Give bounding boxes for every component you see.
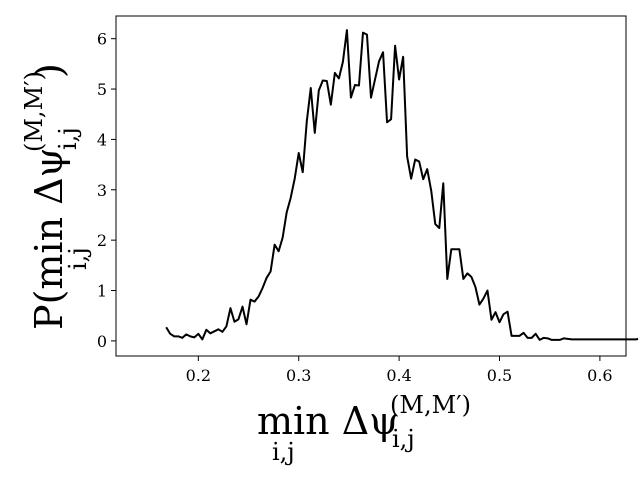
- x-axis-label-superscript: (M,M′): [390, 391, 471, 419]
- x-tick-label: 0.6: [587, 366, 612, 385]
- y-tick-label: 1: [97, 282, 107, 301]
- y-axis-label-min-subscript: i,j: [64, 247, 92, 270]
- y-tick-label: 4: [97, 130, 107, 149]
- y-tick-label: 2: [97, 231, 107, 250]
- x-tick-label: 0.3: [286, 366, 311, 385]
- plot-line-layer: [165, 29, 639, 341]
- x-axis-label-psi-subscript: i,j: [392, 425, 415, 453]
- x-axis-label: min Δψ i,j (M,M′) i,j: [257, 391, 471, 466]
- x-tick-label: 0.4: [386, 366, 411, 385]
- y-axis-label-main: P(min Δψ: [27, 148, 71, 330]
- y-ticks: 0 1 2 3 4 5 6: [97, 30, 116, 351]
- x-axis-label-main: min Δψ: [257, 399, 399, 443]
- x-tick-label: 0.2: [186, 366, 211, 385]
- y-axis-label-psi-subscript: i,j: [54, 127, 82, 150]
- x-ticks: 0.2 0.3 0.4 0.5 0.6: [186, 356, 613, 385]
- y-axis-label-superscript: (M,M′): [20, 71, 48, 152]
- y-axis-label-close-paren: ): [27, 63, 71, 78]
- y-tick-label: 0: [97, 332, 107, 351]
- y-tick-label: 3: [97, 181, 107, 200]
- x-axis-label-min-subscript: i,j: [272, 438, 295, 466]
- plot-frame: [115, 15, 627, 357]
- series-line-0: [165, 29, 639, 341]
- y-axis-label: P(min Δψ i,j (M,M′) i,j ): [20, 63, 92, 330]
- y-tick-label: 5: [97, 80, 107, 99]
- y-tick-label: 6: [97, 30, 107, 49]
- x-tick-label: 0.5: [487, 366, 512, 385]
